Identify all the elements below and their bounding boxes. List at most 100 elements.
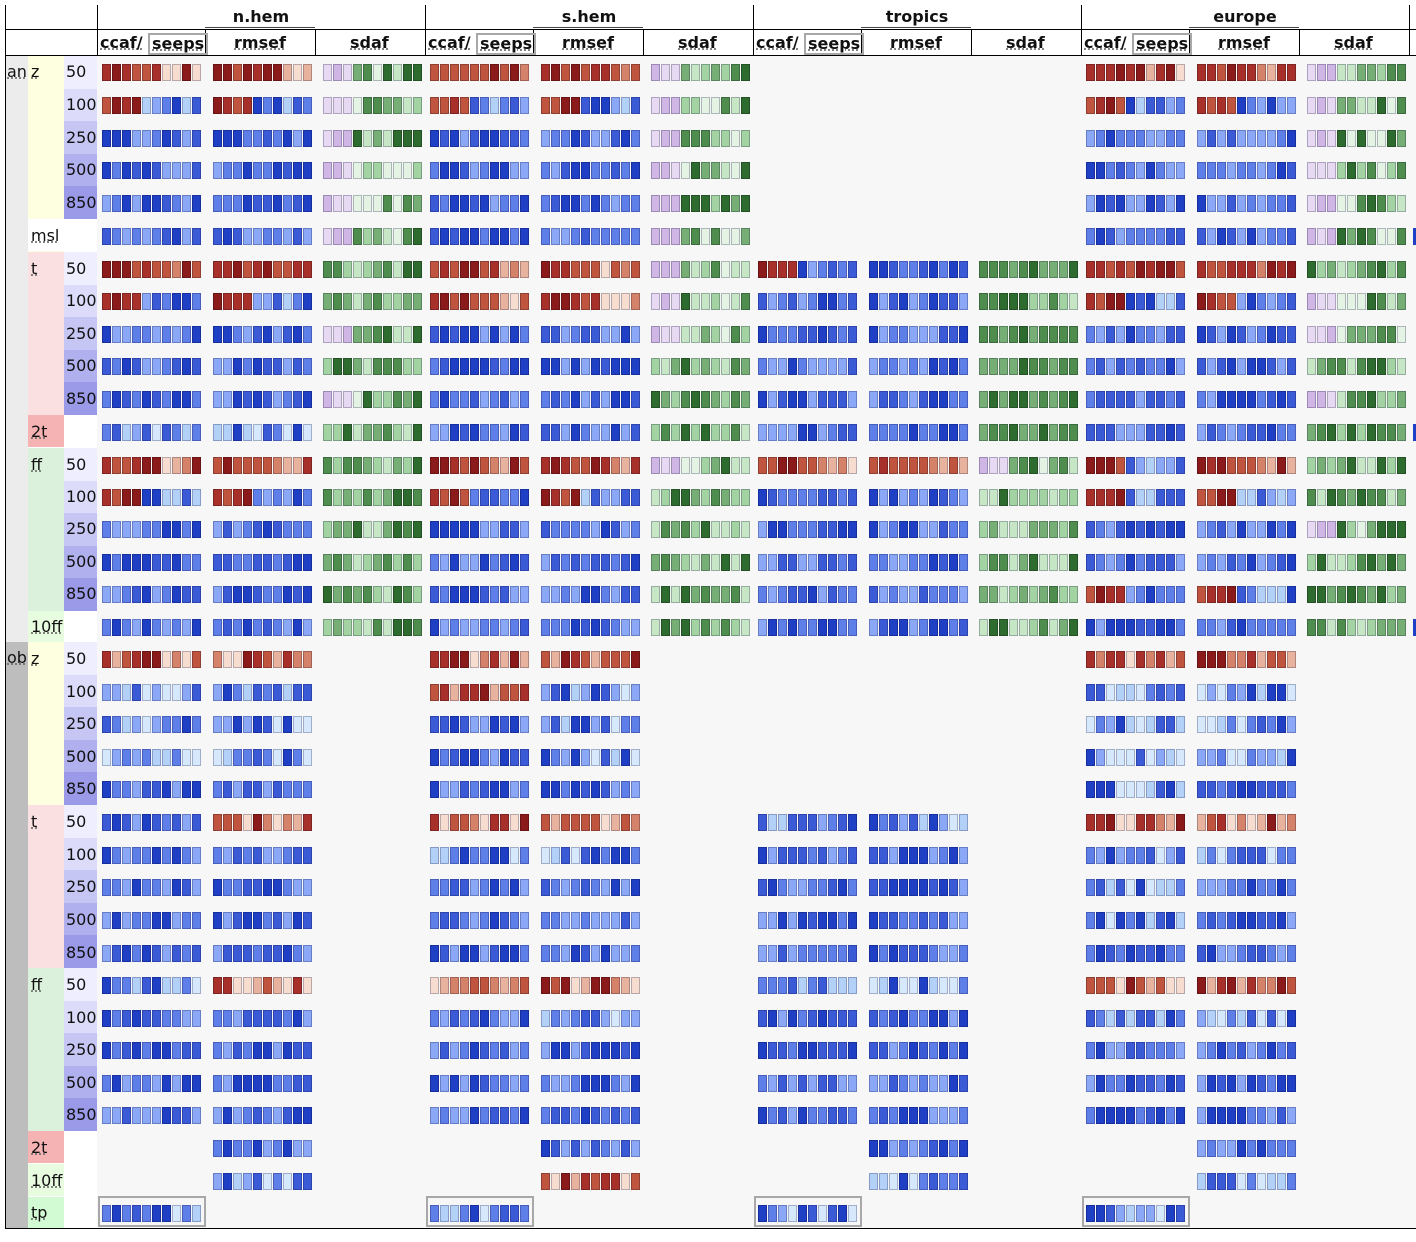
- score-ccaf[interactable]: ccaf/: [100, 33, 143, 52]
- score-rmsef[interactable]: rmsef: [234, 33, 286, 52]
- score-ccaf[interactable]: ccaf/: [756, 33, 799, 52]
- score-cell: [132, 554, 141, 571]
- score-cell: [253, 651, 262, 668]
- param-tp-label[interactable]: tp: [31, 1203, 48, 1222]
- score-cell: [631, 64, 640, 81]
- param-t-label[interactable]: t: [31, 812, 38, 831]
- section-ob-label[interactable]: ob: [7, 648, 27, 667]
- score-ccaf[interactable]: ccaf/: [1084, 33, 1127, 52]
- score-rmsef[interactable]: rmsef: [562, 33, 614, 52]
- score-cell: [520, 1042, 529, 1059]
- score-cell: [1146, 195, 1155, 212]
- score-sdaf[interactable]: sdaf: [1334, 33, 1373, 52]
- score-cell: [949, 814, 958, 831]
- score-cell: [490, 847, 499, 864]
- score-sdaf[interactable]: sdaf: [1006, 33, 1045, 52]
- score-cell: [293, 489, 302, 506]
- param-10ff-bg: [28, 611, 64, 642]
- param-z-label[interactable]: z: [31, 649, 40, 668]
- score-cell: [1116, 521, 1125, 538]
- param-ff-label[interactable]: ff: [31, 975, 43, 994]
- score-cell: [879, 1042, 888, 1059]
- score-cell: [1126, 261, 1135, 278]
- score-cell: [1227, 945, 1236, 962]
- score-cell: [283, 326, 292, 343]
- score-cell: [1397, 326, 1406, 343]
- score-cell: [541, 326, 550, 343]
- score-cell: [510, 326, 519, 343]
- param-t-label[interactable]: t: [31, 259, 38, 278]
- score-cell: [480, 521, 489, 538]
- level-100-label: 100: [66, 1008, 97, 1027]
- param-10ff-label[interactable]: 10ff: [31, 1171, 63, 1190]
- score-cell: [869, 586, 878, 603]
- score-seeps[interactable]: seeps: [476, 33, 537, 55]
- param-ff-label[interactable]: ff: [31, 455, 43, 474]
- score-cell: [363, 162, 372, 179]
- score-cell: [1237, 97, 1246, 114]
- section-an-label[interactable]: an: [7, 62, 27, 81]
- score-cell: [303, 716, 312, 733]
- score-cell: [591, 945, 600, 962]
- score-cell: [520, 521, 529, 538]
- header-rule: [5, 29, 1416, 30]
- score-cell: [1086, 489, 1095, 506]
- score-cell: [1287, 651, 1296, 668]
- score-seeps[interactable]: seeps: [804, 33, 865, 55]
- score-cell: [343, 130, 352, 147]
- score-seeps[interactable]: seeps: [148, 33, 209, 55]
- score-cell: [192, 879, 201, 896]
- score-cell: [1166, 749, 1175, 766]
- param-2t-label[interactable]: 2t: [31, 422, 48, 441]
- score-cell: [701, 162, 710, 179]
- score-cell: [500, 847, 509, 864]
- score-cell: [631, 358, 640, 375]
- param-ff-bg: [28, 968, 64, 1131]
- score-cell: [798, 814, 807, 831]
- score-cell: [798, 879, 807, 896]
- score-cell: [1009, 424, 1018, 441]
- score-cell: [122, 879, 131, 896]
- score-cell: [303, 684, 312, 701]
- score-cell: [480, 814, 489, 831]
- score-cell: [1019, 391, 1028, 408]
- param-2t-label[interactable]: 2t: [31, 1138, 48, 1157]
- param-msl-label[interactable]: msl: [31, 226, 60, 245]
- score-cell: [440, 945, 449, 962]
- score-cell: [949, 977, 958, 994]
- score-cell: [571, 391, 580, 408]
- score-cell: [1126, 97, 1135, 114]
- score-cell: [1227, 619, 1236, 636]
- cell-area-bg: [97, 56, 1416, 1228]
- score-cell: [293, 97, 302, 114]
- score-ccaf[interactable]: ccaf/: [428, 33, 471, 52]
- param-10ff-label[interactable]: 10ff: [31, 617, 63, 636]
- score-cell: [1096, 195, 1105, 212]
- score-cell: [263, 619, 272, 636]
- score-cell: [919, 1042, 928, 1059]
- score-rmsef[interactable]: rmsef: [890, 33, 942, 52]
- param-z-label[interactable]: z: [31, 62, 40, 81]
- score-cell: [363, 195, 372, 212]
- score-seeps[interactable]: seeps: [1132, 33, 1193, 55]
- score-cell: [959, 424, 968, 441]
- score-cell: [778, 1205, 787, 1222]
- score-cell: [500, 1010, 509, 1027]
- score-cell: [450, 130, 459, 147]
- score-cell: [909, 326, 918, 343]
- score-cell: [142, 554, 151, 571]
- score-cell: [1387, 391, 1396, 408]
- score-cell: [273, 358, 282, 375]
- score-cell: [393, 521, 402, 538]
- score-sdaf[interactable]: sdaf: [678, 33, 717, 52]
- score-rmsef[interactable]: rmsef: [1218, 33, 1270, 52]
- score-cell: [233, 162, 242, 179]
- score-cell: [233, 521, 242, 538]
- score-cell: [112, 1010, 121, 1027]
- score-cell: [182, 489, 191, 506]
- score-sdaf[interactable]: sdaf: [350, 33, 389, 52]
- score-cell: [1176, 781, 1185, 798]
- score-cell: [561, 97, 570, 114]
- score-cell: [1156, 912, 1165, 929]
- score-cell: [1049, 326, 1058, 343]
